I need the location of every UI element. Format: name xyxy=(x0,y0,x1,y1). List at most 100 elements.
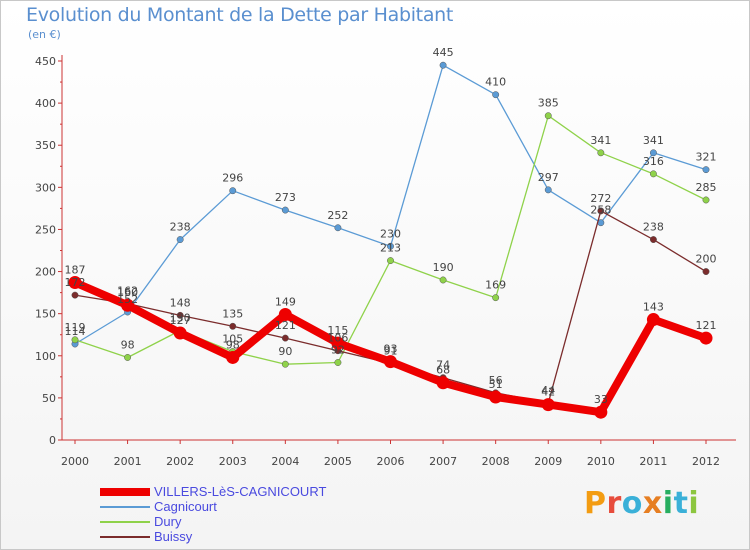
data-point xyxy=(646,313,660,327)
data-label: 321 xyxy=(696,151,717,164)
data-point xyxy=(597,207,605,215)
x-tick-label: 2008 xyxy=(482,455,510,468)
data-label: 98 xyxy=(121,338,135,351)
data-point xyxy=(492,294,500,302)
data-label: 190 xyxy=(433,261,454,274)
legend-swatch-dury xyxy=(100,521,150,523)
logo-letter: o xyxy=(621,486,643,521)
data-label: 115 xyxy=(327,324,348,337)
legend-label-buissy: Buissy xyxy=(154,529,193,544)
data-point xyxy=(331,336,345,350)
data-point xyxy=(541,398,555,412)
data-point xyxy=(594,405,608,419)
logo-letter: t xyxy=(673,486,689,521)
logo-letter: i xyxy=(688,486,700,521)
data-label: 148 xyxy=(170,296,191,309)
data-label: 296 xyxy=(222,172,243,185)
x-tick-label: 2002 xyxy=(166,455,194,468)
data-point xyxy=(384,355,397,369)
data-label: 56 xyxy=(489,374,503,387)
data-label: 200 xyxy=(696,253,717,266)
data-label: 119 xyxy=(65,321,86,334)
data-label: 297 xyxy=(538,171,559,184)
data-label: 169 xyxy=(485,279,506,292)
chart-title: Evolution du Montant de la Dette par Hab… xyxy=(26,4,454,26)
data-point xyxy=(544,186,552,194)
data-point xyxy=(71,336,79,344)
legend-swatch-buissy xyxy=(100,536,150,538)
data-label: 127 xyxy=(170,314,191,327)
y-tick-label: 250 xyxy=(35,223,56,236)
data-label: 44 xyxy=(541,384,555,397)
data-label: 92 xyxy=(331,344,345,357)
data-label: 213 xyxy=(380,242,401,255)
data-point xyxy=(702,268,710,276)
y-tick-label: 300 xyxy=(35,181,56,194)
x-tick-label: 2011 xyxy=(639,455,667,468)
data-label: 149 xyxy=(275,296,296,309)
y-tick-label: 100 xyxy=(35,350,56,363)
data-point xyxy=(281,334,289,342)
data-label-layer: 114 152 238 296 273 252 230 445 410 297 258 341 321 1… xyxy=(65,46,717,406)
data-label: 51 xyxy=(489,378,503,391)
legend-label-villers: VILLERS-LèS-CAGNICOURT xyxy=(154,484,327,499)
data-label: 106 xyxy=(327,332,348,345)
data-label: 252 xyxy=(327,209,348,222)
data-point xyxy=(439,61,447,69)
data-label: 33 xyxy=(594,393,608,406)
series-layer xyxy=(68,61,713,419)
data-point xyxy=(176,236,184,244)
data-point xyxy=(702,166,710,174)
data-label: 316 xyxy=(643,155,664,168)
data-point xyxy=(176,311,184,319)
data-point xyxy=(68,276,82,290)
data-label: 74 xyxy=(436,359,450,372)
data-label: 410 xyxy=(485,76,506,89)
data-point xyxy=(439,276,447,284)
data-label: 105 xyxy=(222,333,243,346)
data-label: 90 xyxy=(278,345,292,358)
data-label: 385 xyxy=(538,97,559,110)
unit-label: (en €) xyxy=(28,28,61,41)
x-tick-label: 2003 xyxy=(219,455,247,468)
data-label: 172 xyxy=(65,276,86,289)
data-point xyxy=(281,360,289,368)
data-label: 230 xyxy=(380,227,401,240)
logo-letter: i xyxy=(662,486,674,521)
y-tick-label: 0 xyxy=(49,434,56,447)
data-point xyxy=(649,149,657,157)
data-point xyxy=(649,170,657,178)
data-point xyxy=(699,331,713,345)
x-tick-label: 2005 xyxy=(324,455,352,468)
data-point xyxy=(334,359,342,366)
data-label: 42 xyxy=(541,386,555,399)
data-label: 143 xyxy=(643,301,664,314)
data-label: 68 xyxy=(436,364,450,377)
data-label: 162 xyxy=(117,285,138,298)
proxiti-logo: Proxiti xyxy=(584,486,699,521)
x-tick-label: 2007 xyxy=(429,455,457,468)
y-tick-label: 450 xyxy=(35,55,56,68)
y-tick-label: 350 xyxy=(35,139,56,152)
data-label: 238 xyxy=(643,221,664,234)
data-point xyxy=(492,91,500,99)
data-point xyxy=(71,291,79,299)
logo-letter: P xyxy=(584,486,607,521)
x-tick-label: 2010 xyxy=(587,455,615,468)
data-point xyxy=(173,326,187,340)
data-label: 187 xyxy=(65,264,86,277)
x-tick-label: 2001 xyxy=(114,455,142,468)
data-label: 272 xyxy=(590,192,611,205)
legend-label-dury: Dury xyxy=(154,514,182,529)
data-point xyxy=(544,112,552,120)
x-tick-label: 2000 xyxy=(61,455,89,468)
data-point xyxy=(702,196,710,204)
data-point xyxy=(121,298,135,312)
x-tick-label: 2006 xyxy=(377,455,405,468)
data-label: 91 xyxy=(384,344,398,357)
data-point xyxy=(226,350,240,364)
data-point xyxy=(229,187,237,195)
data-point xyxy=(387,257,394,265)
